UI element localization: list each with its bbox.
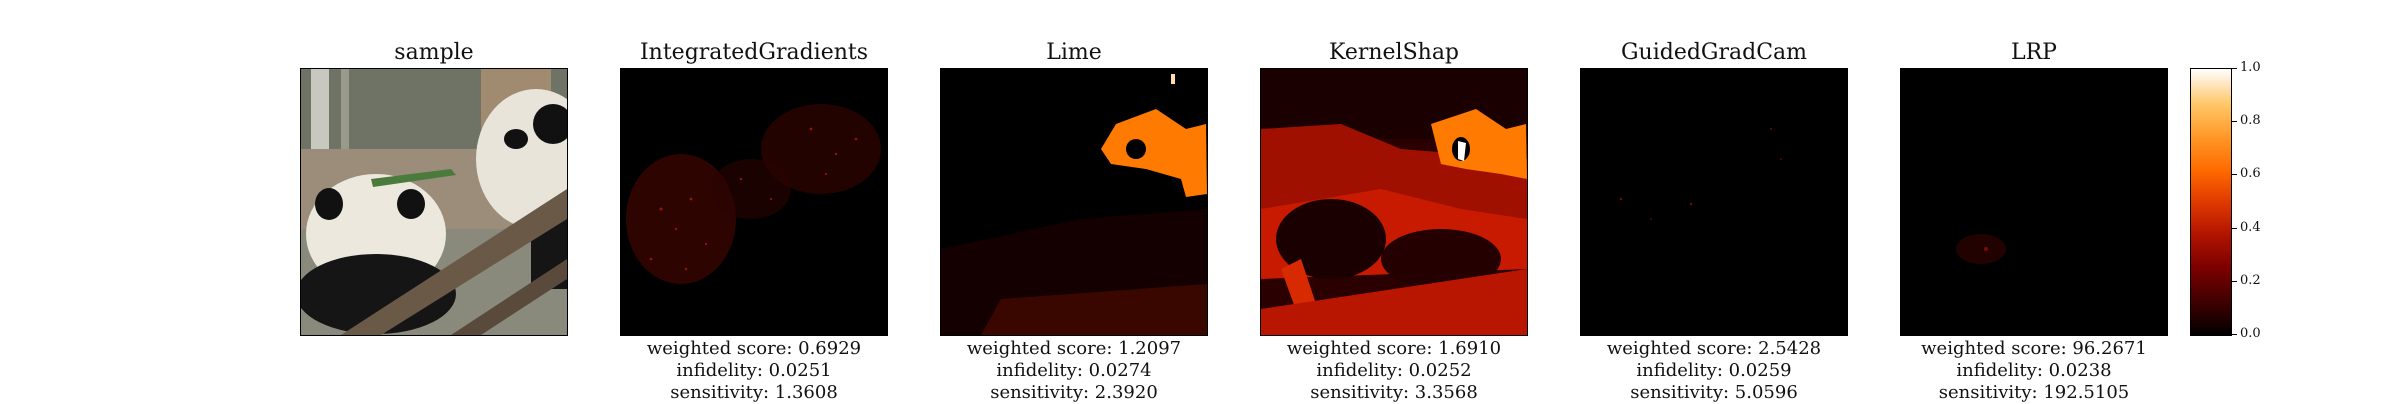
heatmap-lrp (1900, 68, 2168, 336)
infidelity: infidelity: 0.0252 (1316, 360, 1472, 381)
metrics-lime: weighted score: 1.2097 infidelity: 0.027… (920, 338, 1228, 404)
heatmap-canvas (1901, 69, 2167, 335)
sensitivity: sensitivity: 2.3920 (990, 382, 1158, 403)
colorbar-tick (2231, 121, 2237, 122)
heatmap-canvas (1581, 69, 1847, 335)
sensitivity: sensitivity: 1.3608 (670, 382, 838, 403)
panel-title: IntegratedGradients (639, 40, 869, 65)
colorbar-tick (2231, 68, 2237, 69)
metrics-kernelshap: weighted score: 1.6910 infidelity: 0.025… (1240, 338, 1548, 404)
colorbar-label: 0.6 (2240, 166, 2261, 181)
heatmap-lime (940, 68, 1208, 336)
sensitivity: sensitivity: 192.5105 (1938, 382, 2130, 403)
colorbar-tick (2231, 228, 2237, 229)
colorbar-label: 0.8 (2240, 113, 2261, 128)
sample-image (300, 68, 568, 336)
panel-title: Lime (1046, 40, 1102, 65)
heatmap-guidedgradcam (1580, 68, 1848, 336)
colorbar-label: 1.0 (2240, 60, 2261, 75)
heatmap-integratedgradients (620, 68, 888, 336)
weighted-score: weighted score: 96.2671 (1921, 338, 2147, 359)
colorbar-tick (2231, 174, 2237, 175)
weighted-score: weighted score: 0.6929 (646, 338, 862, 359)
panel-title: GuidedGradCam (1620, 40, 1808, 65)
infidelity: infidelity: 0.0238 (1956, 360, 2112, 381)
sensitivity: sensitivity: 5.0596 (1630, 382, 1798, 403)
weighted-score: weighted score: 1.6910 (1286, 338, 1502, 359)
colorbar (2190, 68, 2232, 336)
panel-title: sample (394, 40, 474, 65)
metrics-guidedgradcam: weighted score: 2.5428 infidelity: 0.025… (1560, 338, 1868, 404)
infidelity: infidelity: 0.0251 (676, 360, 832, 381)
weighted-score: weighted score: 2.5428 (1606, 338, 1822, 359)
heatmap-canvas (941, 69, 1207, 335)
panel-title: LRP (2011, 40, 2057, 65)
panel-title: KernelShap (1328, 40, 1460, 65)
heatmap-canvas (1261, 69, 1527, 335)
weighted-score: weighted score: 1.2097 (966, 338, 1182, 359)
infidelity: infidelity: 0.0274 (996, 360, 1152, 381)
metrics-lrp: weighted score: 96.2671 infidelity: 0.02… (1880, 338, 2188, 404)
colorbar-label: 0.0 (2240, 326, 2261, 341)
heatmap-kernelshap (1260, 68, 1528, 336)
colorbar-tick (2231, 281, 2237, 282)
metrics-integratedgradients: weighted score: 0.6929 infidelity: 0.025… (600, 338, 908, 404)
panda-photo (301, 69, 567, 335)
sensitivity: sensitivity: 3.3568 (1310, 382, 1478, 403)
colorbar-label: 0.4 (2240, 220, 2261, 235)
heatmap-canvas (621, 69, 887, 335)
infidelity: infidelity: 0.0259 (1636, 360, 1792, 381)
colorbar-tick (2231, 334, 2237, 335)
colorbar-label: 0.2 (2240, 273, 2261, 288)
